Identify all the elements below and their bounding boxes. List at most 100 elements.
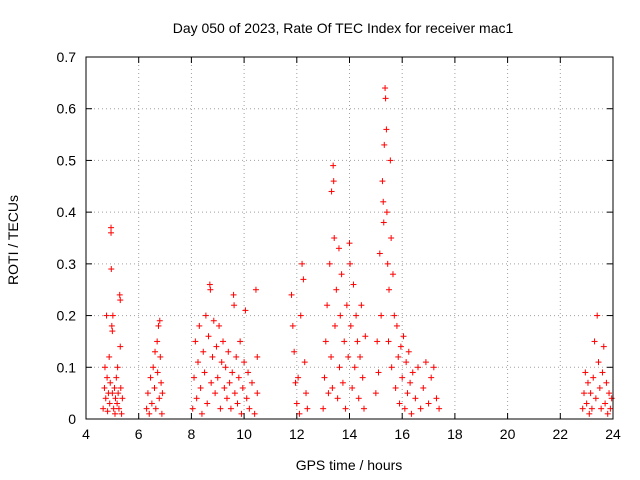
data-point <box>110 405 117 412</box>
data-point <box>144 390 151 397</box>
data-point <box>254 390 261 397</box>
data-point <box>108 229 115 236</box>
data-point <box>362 333 369 340</box>
data-point <box>401 405 408 412</box>
data-point <box>289 322 296 329</box>
data-point <box>119 395 126 402</box>
data-point <box>193 395 200 402</box>
data-point <box>225 348 232 355</box>
data-point <box>223 395 230 402</box>
data-point <box>346 240 353 247</box>
data-point <box>299 260 306 267</box>
data-point <box>146 410 153 417</box>
data-point <box>328 353 335 360</box>
data-point <box>583 400 590 407</box>
data-point <box>392 384 399 391</box>
data-point <box>106 353 113 360</box>
data-point <box>603 379 610 386</box>
data-point <box>606 390 613 397</box>
x-tick-label: 10 <box>236 426 252 442</box>
data-point <box>355 395 362 402</box>
data-point <box>108 266 115 273</box>
data-point <box>202 312 209 319</box>
data-point <box>607 405 614 412</box>
data-point <box>393 322 400 329</box>
data-point <box>389 271 396 278</box>
data-point <box>101 364 108 371</box>
data-point <box>333 286 340 293</box>
data-point <box>602 400 609 407</box>
x-tick-label: 12 <box>289 426 305 442</box>
data-point <box>214 374 221 381</box>
data-point <box>148 400 155 407</box>
data-point <box>103 312 110 319</box>
y-tick-label: 0.7 <box>57 49 77 65</box>
data-point <box>372 390 379 397</box>
data-point <box>381 141 388 148</box>
data-point <box>345 353 352 360</box>
data-point <box>403 359 410 366</box>
data-point <box>206 281 213 288</box>
data-point <box>159 390 166 397</box>
data-point <box>238 410 245 417</box>
data-point <box>102 395 109 402</box>
data-point <box>113 374 120 381</box>
data-point <box>594 312 601 319</box>
data-point <box>154 369 161 376</box>
data-point <box>579 405 586 412</box>
x-tick-label: 4 <box>82 426 90 442</box>
data-point <box>108 322 115 329</box>
data-point <box>300 276 307 283</box>
data-point <box>109 390 116 397</box>
data-point <box>336 364 343 371</box>
data-point <box>117 384 124 391</box>
data-point <box>338 271 345 278</box>
data-point <box>347 260 354 267</box>
data-point <box>222 364 229 371</box>
data-point <box>581 390 588 397</box>
data-point <box>292 379 299 386</box>
data-point <box>209 353 216 360</box>
data-point <box>158 410 165 417</box>
data-point <box>212 390 219 397</box>
data-point <box>582 369 589 376</box>
data-point <box>588 405 595 412</box>
y-tick-label: 0.3 <box>57 256 77 272</box>
data-point <box>242 307 249 314</box>
y-tick-label: 0.6 <box>57 101 77 117</box>
data-point <box>396 400 403 407</box>
data-point <box>191 374 198 381</box>
data-points <box>100 85 615 417</box>
data-point <box>326 260 333 267</box>
data-point <box>218 359 225 366</box>
data-point <box>596 384 603 391</box>
data-point <box>329 384 336 391</box>
data-point <box>342 405 349 412</box>
x-tick-label: 22 <box>553 426 569 442</box>
data-point <box>604 410 611 417</box>
data-point <box>584 379 591 386</box>
data-point <box>213 343 220 350</box>
data-point <box>118 410 125 417</box>
data-point <box>322 338 329 345</box>
data-point <box>296 410 303 417</box>
data-point <box>111 410 118 417</box>
y-tick-label: 0 <box>68 411 76 427</box>
data-point <box>217 405 224 412</box>
data-point <box>334 395 341 402</box>
data-point <box>152 348 159 355</box>
data-point <box>104 374 111 381</box>
data-point <box>154 338 161 345</box>
data-point <box>109 312 116 319</box>
tick-labels: 4 6 8 10 12 14 16 18 20 22 24 0 0.1 0.2 0.3 0.4 0.5 0.6 0.… <box>57 49 621 442</box>
data-point <box>233 353 240 360</box>
data-point <box>339 379 346 386</box>
x-tick-label: 20 <box>500 426 516 442</box>
data-point <box>205 333 212 340</box>
x-axis-label: GPS time / hours <box>296 457 403 473</box>
data-point <box>291 348 298 355</box>
data-point <box>379 178 386 185</box>
data-point <box>422 359 429 366</box>
data-point <box>147 374 154 381</box>
y-tick-label: 0.5 <box>57 152 77 168</box>
